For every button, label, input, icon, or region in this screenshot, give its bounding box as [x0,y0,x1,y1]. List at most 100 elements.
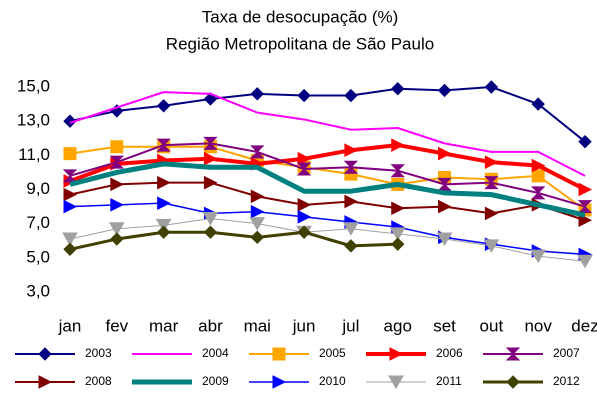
marker [62,232,78,247]
marker [438,146,452,161]
marker [297,88,311,103]
marker [505,347,521,361]
series-line [69,91,586,177]
y-tick-label: 3,0 [26,281,50,300]
marker [109,155,125,169]
legend-label: 2006 [436,346,463,360]
marker [296,162,312,176]
marker [297,210,312,224]
y-tick-label: 7,0 [26,213,50,232]
marker [578,213,593,228]
legend-label: 2011 [436,374,462,388]
y-tick-label: 9,0 [26,179,50,198]
marker [203,92,218,106]
series-line [69,145,586,211]
series-line [69,142,586,208]
marker [203,225,218,239]
x-tick-label: out [480,316,504,335]
series-line [69,181,586,222]
marker [389,227,406,241]
series-line [69,230,398,251]
x-tick-label: jul [341,316,359,335]
legend-label: 2010 [319,374,346,388]
marker [272,375,287,389]
x-tick-label: mar [149,316,179,335]
marker [272,347,286,361]
x-tick-label: fev [105,316,128,335]
marker [390,164,405,178]
x-tick-label: nov [524,316,552,335]
chart-title: Taxa de desocupação (%) [202,7,399,26]
marker [156,138,171,152]
marker [110,232,124,246]
y-tick-label: 11,0 [18,145,50,164]
series-line [69,218,586,262]
marker [578,134,592,149]
marker [531,158,546,173]
marker [63,199,78,214]
marker [203,175,218,190]
marker [63,242,77,256]
x-tick-label: jun [292,316,316,335]
legend-label: 2012 [553,374,580,388]
marker [388,375,404,389]
series-line [69,161,586,218]
marker [157,175,171,190]
marker [297,151,312,166]
marker [63,114,77,128]
marker [108,222,125,236]
marker [155,218,172,233]
x-tick-label: dez [571,316,597,335]
marker [484,176,499,190]
marker [62,169,78,183]
marker [391,237,405,251]
marker [110,140,124,154]
marker [438,199,452,214]
marker [577,254,593,269]
marker [297,225,311,239]
marker [391,138,405,152]
marker [578,182,593,197]
marker [250,87,264,101]
marker [156,225,171,239]
marker [156,99,171,113]
marker [203,136,218,150]
y-tick-label: 13,0 [17,111,50,130]
marker [63,187,78,202]
marker [202,212,219,226]
x-tick-label: ago [384,316,412,335]
marker [343,160,359,174]
legend-label: 2009 [202,374,229,388]
marker [250,145,265,159]
marker [343,222,359,236]
marker [157,196,171,210]
y-tick-label: 5,0 [26,247,50,266]
marker [344,88,358,103]
series-line [69,202,586,256]
legend-label: 2003 [85,346,112,360]
legend-label: 2008 [85,374,112,388]
legend-label: 2007 [553,346,580,360]
marker [249,217,266,231]
marker [389,347,404,361]
marker [484,80,499,94]
marker [63,147,77,161]
x-tick-label: abr [198,316,223,335]
legend-label: 2004 [202,346,229,360]
marker [391,201,405,216]
marker [203,151,218,166]
series-line [69,86,586,143]
marker [506,375,520,389]
marker [436,232,453,247]
marker [437,83,452,98]
chart-subtitle: Região Metropolitana de São Paulo [166,34,434,53]
marker [344,143,359,158]
marker [484,206,499,221]
marker [484,155,499,169]
x-tick-label: set [433,316,456,335]
marker [110,177,124,192]
marker [531,97,545,111]
marker [344,239,358,253]
